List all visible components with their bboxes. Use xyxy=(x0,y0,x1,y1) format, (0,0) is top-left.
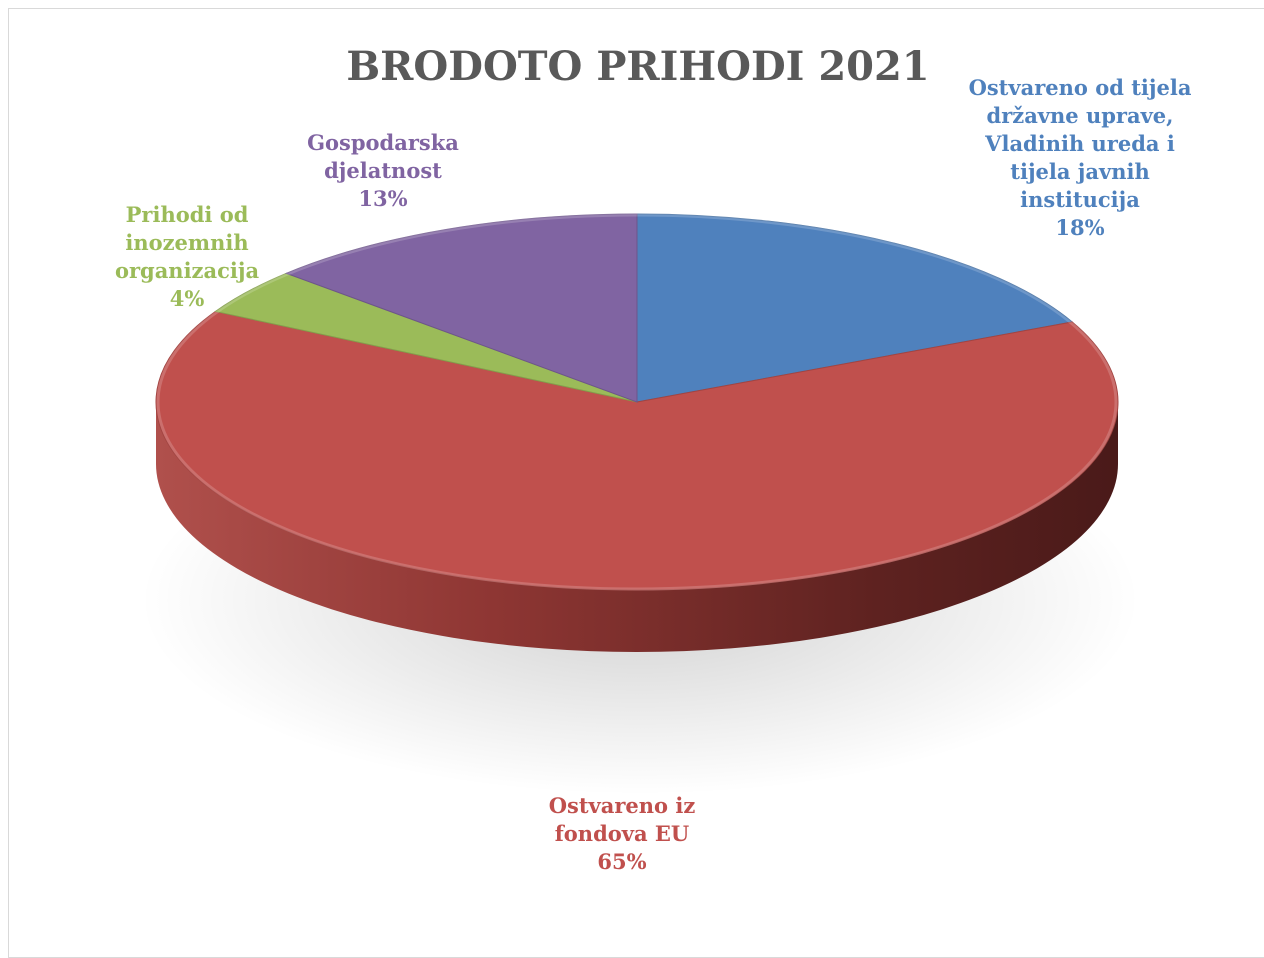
slice-category-label: Ostvareno od tijela xyxy=(969,75,1192,100)
slice-category-label: Ostvareno iz xyxy=(549,793,696,818)
slice-label-4: Gospodarska djelatnost 13% xyxy=(307,130,459,211)
slice-category-label: organizacija xyxy=(115,258,260,283)
pie-side xyxy=(156,402,1118,652)
pie-chart: BRODOTO PRIHODI 2021 Ostvareno od tijela… xyxy=(115,43,1192,874)
pie-slice-side-2 xyxy=(156,402,1118,652)
slice-category-label: fondova EU xyxy=(555,821,689,846)
slice-percent-label: 18% xyxy=(1055,215,1104,240)
slice-category-label: tijela javnih xyxy=(1010,159,1149,184)
slice-label-2: Ostvareno iz fondova EU 65% xyxy=(549,793,696,874)
slice-category-label: Gospodarska xyxy=(307,130,459,155)
slice-category-label: inozemnih xyxy=(125,230,248,255)
slice-labels: Ostvareno od tijela državne uprave, Vladin… xyxy=(115,75,1192,874)
slice-percent-label: 13% xyxy=(358,186,407,211)
pie-slice-4 xyxy=(284,213,638,403)
slice-percent-label: 4% xyxy=(170,286,205,311)
slice-category-label: državne uprave, xyxy=(987,103,1174,128)
slice-percent-label: 65% xyxy=(597,849,646,874)
slice-category-label: djelatnost xyxy=(324,158,442,183)
slice-category-label: Prihodi od xyxy=(126,202,249,227)
slice-label-1: Ostvareno od tijela državne uprave, Vladin… xyxy=(969,75,1192,240)
pie-slice-2 xyxy=(155,310,1119,591)
pie-rim-highlight xyxy=(156,213,1118,591)
pie-top xyxy=(155,213,1119,591)
chart-title: BRODOTO PRIHODI 2021 xyxy=(346,43,929,90)
pie-slice-1 xyxy=(636,213,1074,403)
slice-category-label: institucija xyxy=(1020,187,1140,212)
slice-category-label: Vladinih ureda i xyxy=(984,131,1175,156)
slice-label-3: Prihodi od inozemnih organizacija 4% xyxy=(115,202,260,311)
